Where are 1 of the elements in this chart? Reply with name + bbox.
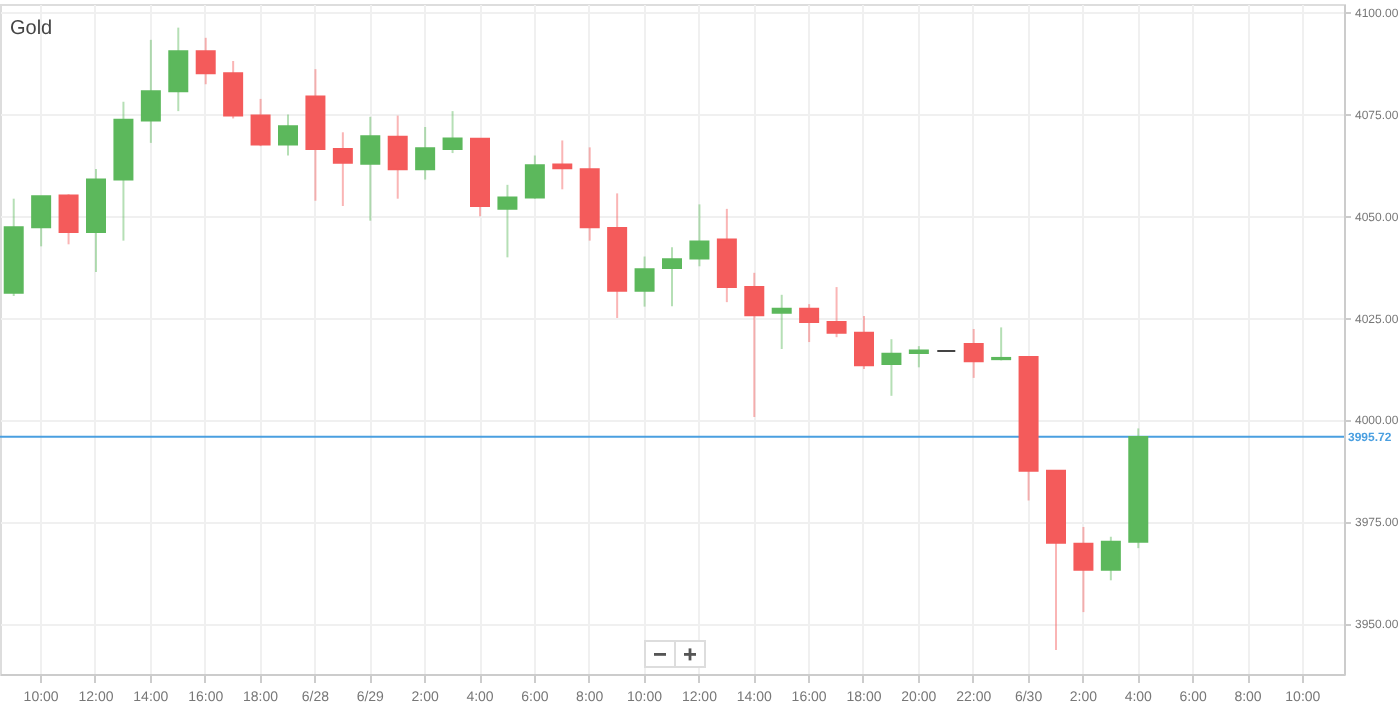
text: Gold [10,18,53,40]
